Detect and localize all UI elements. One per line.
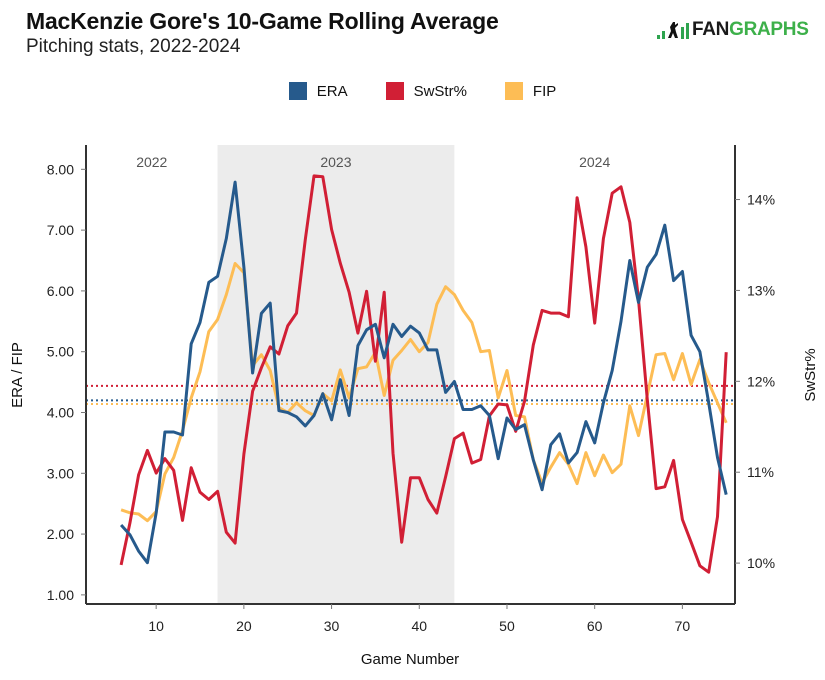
x-axis-label: Game Number: [361, 651, 459, 668]
x-tick-label: 60: [587, 618, 603, 634]
x-tick-label: 20: [236, 618, 252, 634]
y-left-tick-label: 8.00: [47, 161, 74, 177]
season-label-2023: 2023: [320, 154, 351, 170]
logo-bars-icon: [657, 21, 689, 39]
y-left-tick-label: 2.00: [47, 526, 74, 542]
y-axis-right-label: SwStr%: [802, 348, 819, 401]
y-left-tick-label: 4.00: [47, 404, 74, 420]
y-left-tick-label: 6.00: [47, 283, 74, 299]
season-labels: 2022 2023 2024: [136, 154, 610, 170]
legend-swatch-fip: [504, 82, 523, 100]
x-tick-label: 30: [324, 618, 340, 634]
logo-text-graphs: GRAPHS: [729, 19, 809, 40]
legend-item-swstr[interactable]: SwStr%: [385, 82, 467, 100]
series-line-era: [119, 180, 728, 565]
series-line-fip: [120, 262, 728, 523]
legend: ERA SwStr% FIP: [0, 82, 825, 100]
average-lines: [86, 384, 735, 405]
series-line-swstrpct: [119, 174, 728, 574]
y-axis-left-label: ERA / FIP: [9, 342, 26, 408]
y-right-tick-label: 11%: [747, 464, 774, 480]
season-label-2024: 2024: [579, 154, 610, 170]
legend-label-era: ERA: [316, 82, 348, 100]
y-right-tick-label: 12%: [747, 373, 775, 389]
logo-text-fan: FAN: [692, 19, 730, 40]
y-right-tick-label: 14%: [747, 192, 775, 208]
x-tick-label: 70: [675, 618, 691, 634]
legend-item-fip[interactable]: FIP: [504, 82, 557, 100]
axes: 10 20 30 40 50 60 70 1.00 2.00 3.00 4.00 5.00 6.00 7.…: [47, 145, 775, 634]
legend-label-swstr: SwStr%: [413, 82, 467, 100]
fangraphs-logo: FAN GRAPHS: [657, 18, 809, 42]
legend-swatch-swstr: [385, 82, 404, 100]
y-left-tick-label: 5.00: [47, 344, 74, 360]
y-left-tick-label: 3.00: [47, 465, 74, 481]
x-tick-label: 10: [148, 618, 164, 634]
legend-swatch-era: [288, 82, 307, 100]
legend-item-era[interactable]: ERA: [288, 82, 348, 100]
legend-label-fip: FIP: [532, 82, 557, 100]
batter-silhouette-icon: [668, 22, 678, 38]
y-right-tick-label: 10%: [747, 555, 775, 571]
season-shading: [217, 145, 455, 604]
chart-title: MacKenzie Gore's 10-Game Rolling Average: [26, 8, 499, 34]
series-lines: [119, 174, 728, 574]
x-tick-label: 50: [499, 618, 515, 634]
y-right-tick-label: 13%: [747, 282, 775, 298]
y-left-tick-label: 7.00: [47, 222, 74, 238]
chart-subtitle: Pitching stats, 2022-2024: [26, 36, 241, 57]
season-shade-2023: [217, 145, 455, 604]
y-left-tick-label: 1.00: [47, 587, 74, 603]
season-label-2022: 2022: [136, 154, 167, 170]
x-tick-label: 40: [411, 618, 427, 634]
